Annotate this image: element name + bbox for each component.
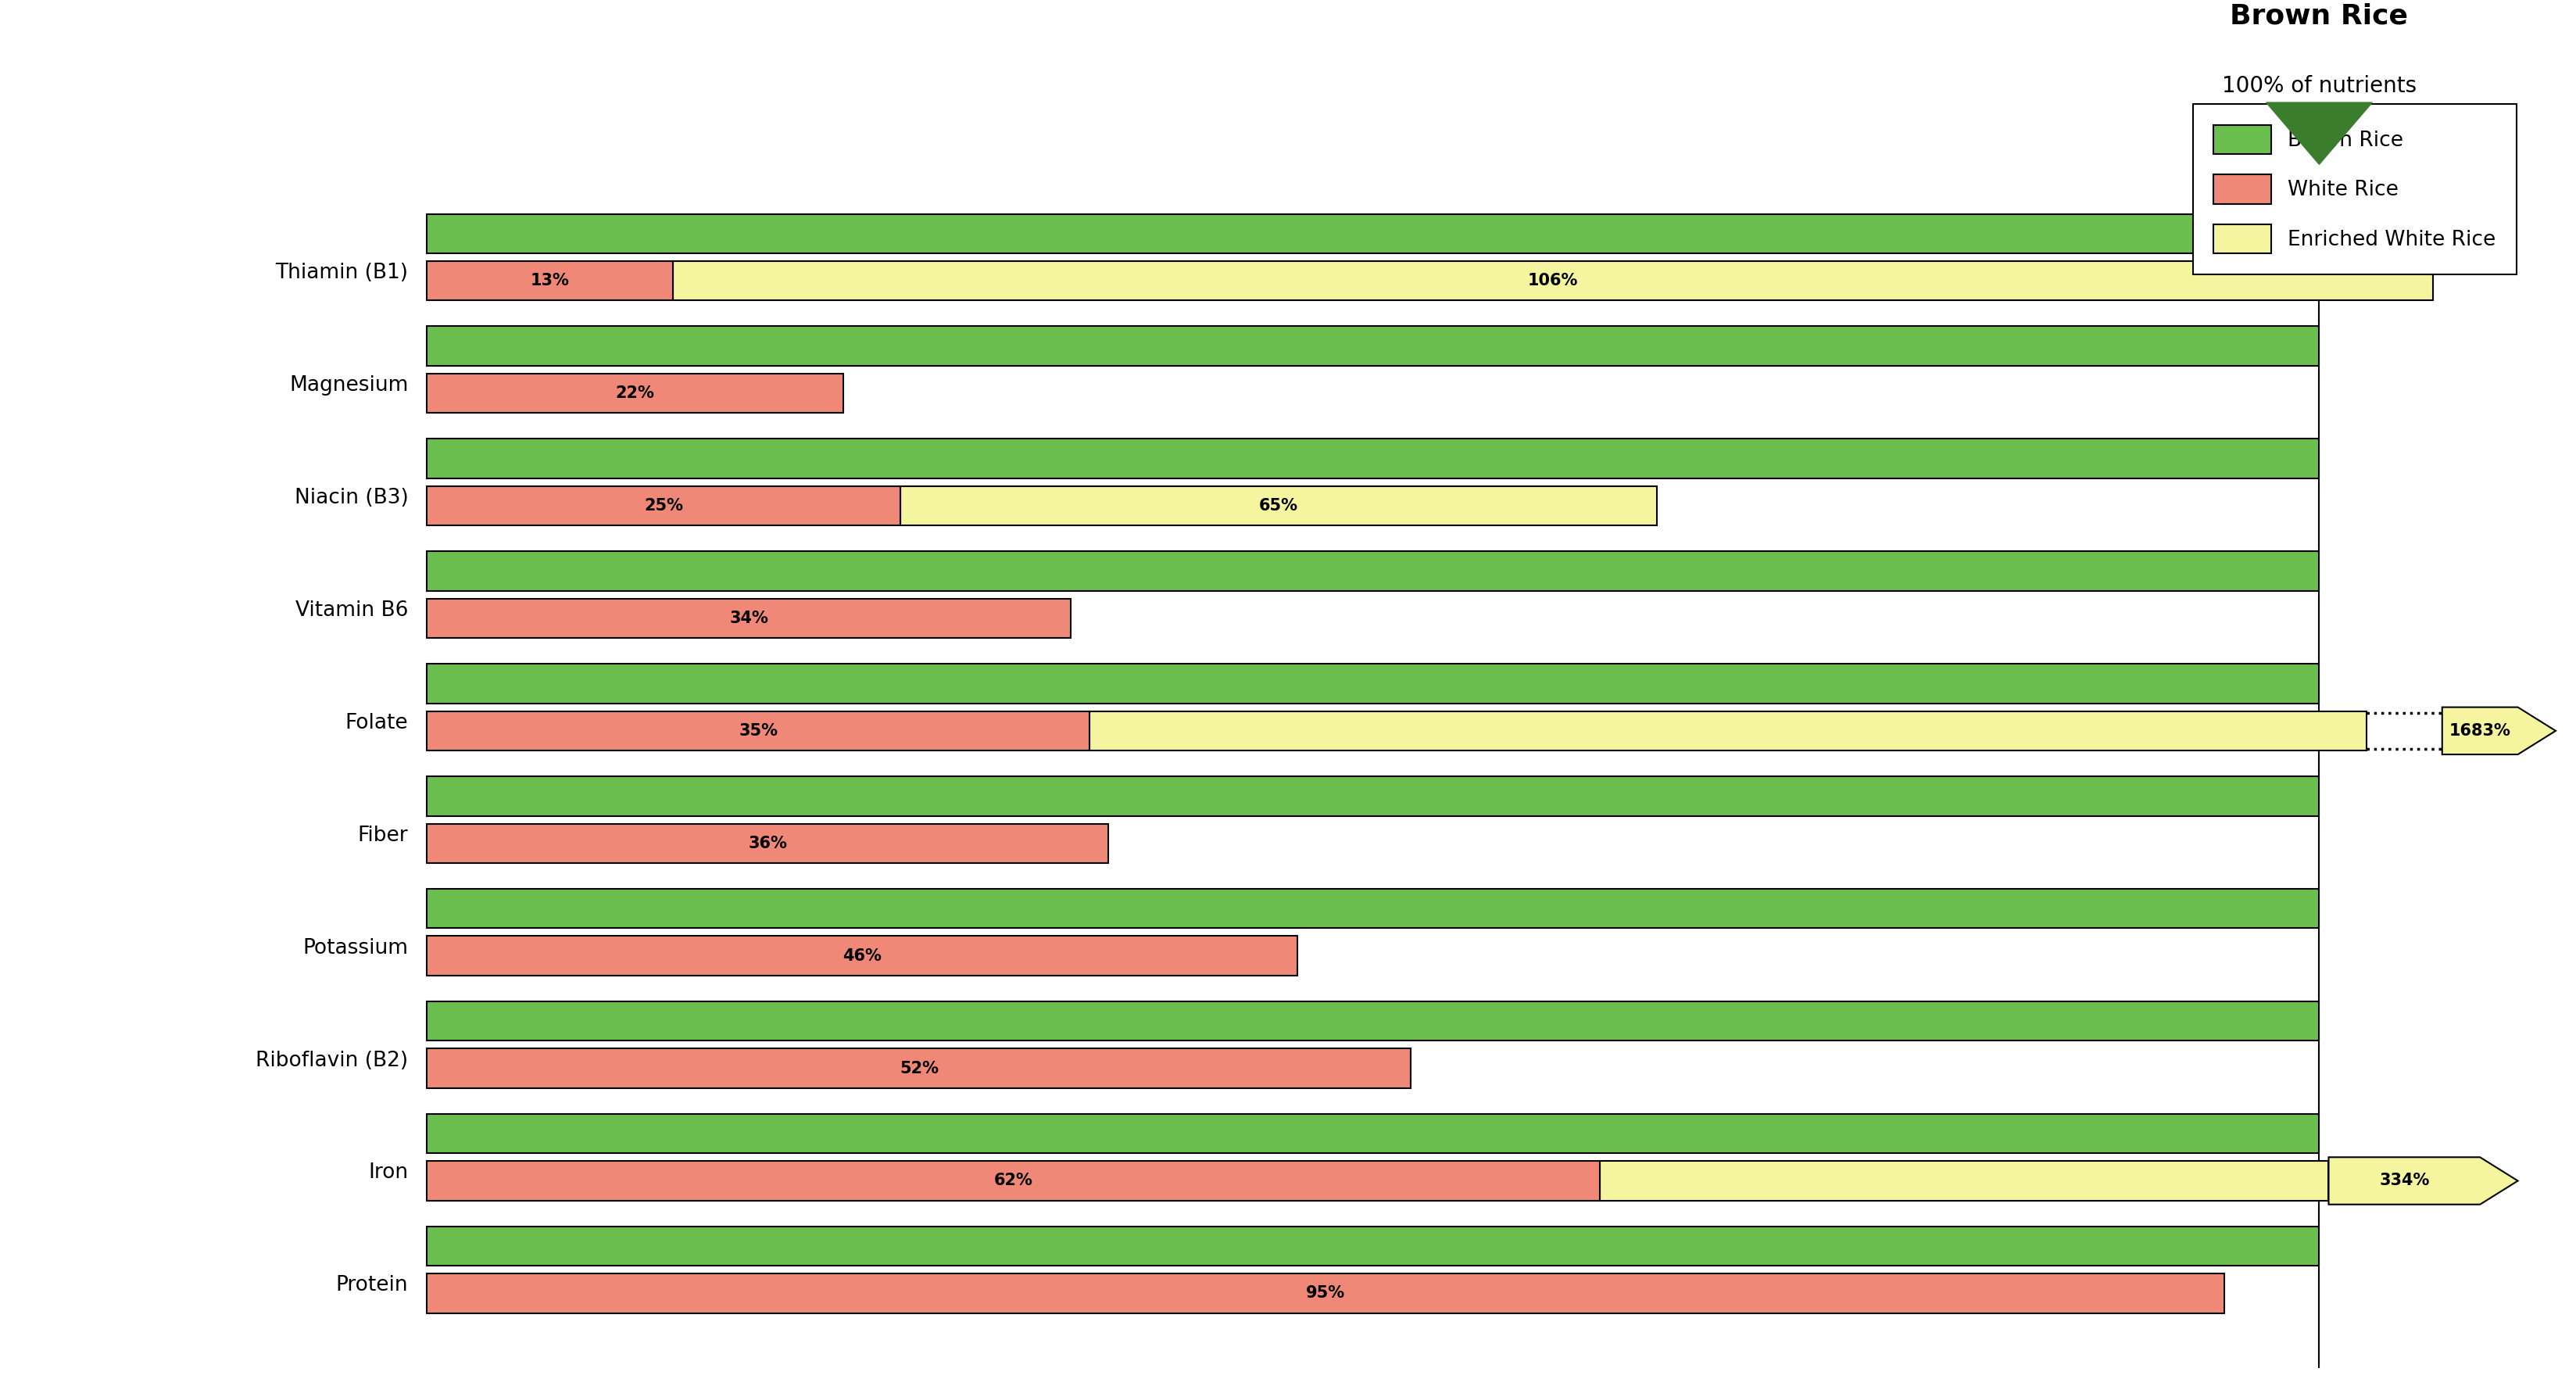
Text: 1683%: 1683%	[2450, 723, 2512, 739]
Bar	[1090, 712, 2367, 750]
Bar	[428, 552, 2318, 590]
Text: Riboflavin (B2): Riboflavin (B2)	[255, 1051, 407, 1070]
Bar	[1600, 1161, 2329, 1201]
Bar	[428, 1001, 2318, 1041]
Polygon shape	[2329, 1157, 2517, 1204]
Bar	[428, 1048, 1412, 1088]
Bar	[428, 214, 2318, 254]
Text: 100% of nutrients: 100% of nutrients	[2223, 74, 2416, 97]
Text: Folate: Folate	[345, 713, 407, 734]
Bar	[428, 1226, 2318, 1266]
Text: 52%: 52%	[899, 1060, 938, 1076]
Bar	[428, 261, 672, 301]
Bar	[899, 487, 1656, 525]
Bar	[428, 663, 2318, 703]
Bar	[428, 712, 1090, 750]
Bar	[428, 487, 899, 525]
Bar	[672, 261, 2432, 301]
Text: Protein: Protein	[335, 1276, 407, 1296]
Text: 65%: 65%	[1260, 498, 1298, 513]
Text: 13%: 13%	[531, 273, 569, 288]
Text: 34%: 34%	[729, 611, 768, 626]
Text: 62%: 62%	[994, 1174, 1033, 1189]
Text: Brown Rice: Brown Rice	[2231, 3, 2409, 29]
Bar	[428, 598, 1072, 638]
Bar	[428, 1114, 2318, 1153]
Bar	[428, 1274, 2226, 1313]
Text: Iron: Iron	[368, 1162, 407, 1183]
Text: 22%: 22%	[616, 386, 654, 401]
Bar	[428, 374, 842, 412]
Text: Niacin (B3): Niacin (B3)	[294, 488, 407, 507]
Bar	[428, 439, 2318, 479]
Text: Potassium: Potassium	[301, 938, 407, 958]
Bar	[428, 936, 1298, 975]
Legend: Brown Rice, White Rice, Enriched White Rice: Brown Rice, White Rice, Enriched White R…	[2192, 103, 2517, 274]
Bar	[428, 1161, 1600, 1201]
Text: 106%: 106%	[1528, 273, 1579, 288]
Bar	[428, 889, 2318, 928]
Bar	[428, 327, 2318, 365]
Text: 35%: 35%	[739, 723, 778, 739]
Text: 36%: 36%	[747, 836, 788, 851]
Bar	[428, 776, 2318, 816]
Polygon shape	[2442, 707, 2555, 754]
Text: 95%: 95%	[1306, 1285, 1345, 1302]
Text: Vitamin B6: Vitamin B6	[296, 600, 407, 621]
Text: Thiamin (B1): Thiamin (B1)	[276, 263, 407, 283]
Text: Magnesium: Magnesium	[289, 375, 407, 396]
Text: 334%: 334%	[2380, 1174, 2429, 1189]
Text: Fiber: Fiber	[358, 825, 407, 845]
Bar	[428, 823, 1108, 863]
Text: 46%: 46%	[842, 947, 881, 964]
Text: 25%: 25%	[644, 498, 683, 513]
Polygon shape	[2267, 102, 2372, 164]
